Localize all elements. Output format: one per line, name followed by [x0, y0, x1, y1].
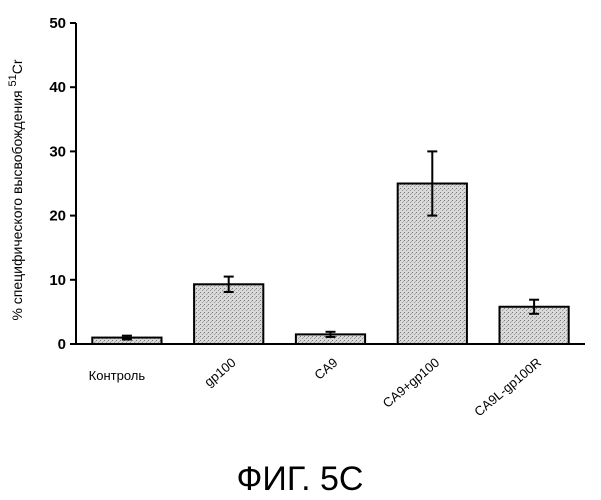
y-tick-label: 50 — [49, 15, 66, 32]
x-category-label: Контроль — [89, 368, 146, 383]
y-tick-label: 40 — [49, 79, 66, 96]
y-axis-label-element: Cr — [9, 59, 25, 74]
x-category-label: CA9 — [311, 355, 340, 383]
y-ticks: 0 10 20 30 40 50 — [49, 15, 76, 353]
y-tick-label: 10 — [49, 272, 66, 289]
x-category-label: CA9L-gp100R — [471, 355, 544, 419]
y-axis-label: % специфического высвобождения 51Cr — [7, 59, 25, 320]
axes — [76, 23, 585, 344]
bar — [194, 284, 263, 344]
x-category-labels: Контроль gp100 CA9 CA9+gp100 CA9L-gp100R — [89, 355, 544, 419]
y-tick-label: 0 — [58, 336, 66, 353]
y-axis-label-superscript: 51 — [7, 74, 19, 86]
bars — [92, 151, 568, 344]
y-axis-label-main: % специфического высвобождения — [9, 86, 25, 320]
x-category-label: gp100 — [201, 355, 238, 390]
y-tick-label: 30 — [49, 143, 66, 160]
y-tick-label: 20 — [49, 208, 66, 225]
figure-caption: ФИГ. 5С — [237, 460, 364, 498]
x-category-label: CA9+gp100 — [380, 355, 443, 411]
